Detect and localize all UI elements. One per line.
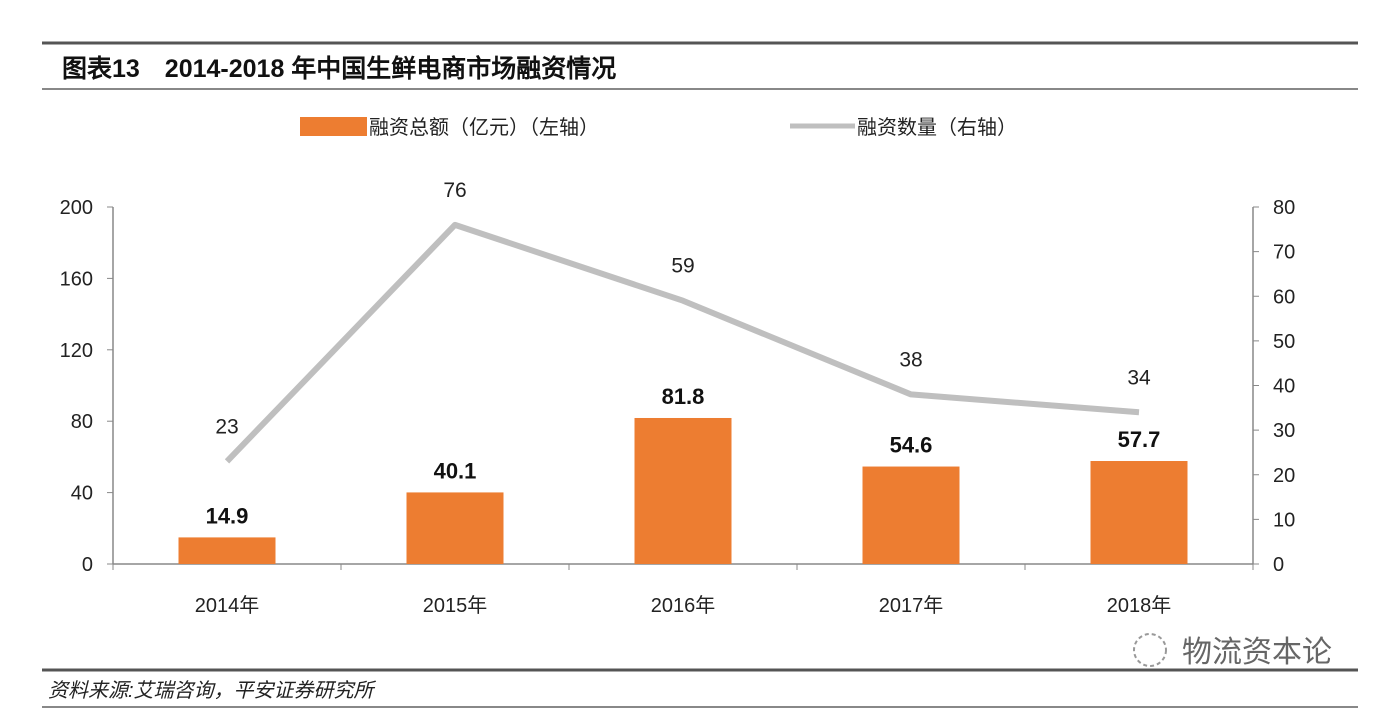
right-tick-label: 40 [1273,376,1295,398]
line-data-label: 59 [671,255,694,278]
right-tick-label: 60 [1273,286,1295,308]
right-tick-label: 30 [1273,420,1295,442]
legend-label-line: 融资数量（右轴） [857,116,1017,139]
x-tick-label: 2017年 [879,594,944,617]
bar [634,417,732,564]
wechat-icon [1133,633,1167,667]
right-tick-label: 10 [1273,509,1295,531]
left-tick-label: 80 [71,411,93,433]
right-tick-label: 70 [1273,242,1295,264]
line-data-label: 38 [899,348,922,371]
source-note: 资料来源:艾瑞咨询，平安证券研究所 [48,680,377,702]
x-tick-label: 2014年 [195,594,260,617]
bar-data-label: 81.8 [662,384,705,409]
bar [178,537,276,564]
left-tick-label: 200 [60,197,93,219]
line-data-label: 23 [215,415,238,438]
watermark-text: 物流资本论 [1182,636,1332,669]
bar-data-label: 54.6 [890,433,933,458]
left-tick-label: 120 [60,340,93,362]
x-tick-label: 2015年 [423,594,488,617]
bar-data-label: 40.1 [434,458,477,483]
x-tick-label: 2018年 [1107,594,1172,617]
bar-data-label: 57.7 [1118,427,1161,452]
left-tick-label: 40 [71,483,93,505]
right-tick-label: 0 [1273,554,1284,576]
bar [1090,461,1188,564]
right-tick-label: 50 [1273,331,1295,353]
legend: 融资总额（亿元）（左轴） 融资数量（右轴） [300,116,1017,139]
legend-swatch-bar [300,117,367,136]
line-data-label: 34 [1127,366,1151,389]
right-tick-label: 80 [1273,197,1295,219]
legend-label-bar: 融资总额（亿元）（左轴） [369,116,599,139]
left-tick-label: 0 [82,554,93,576]
chart-title: 图表13 2014-2018 年中国生鲜电商市场融资情况 [62,54,616,83]
bar-data-label: 14.9 [206,503,249,528]
bar [406,492,504,564]
x-tick-label: 2016年 [651,594,716,617]
right-tick-label: 20 [1273,465,1295,487]
bar [862,466,960,564]
line-data-label: 76 [443,179,466,202]
watermark: 物流资本论 [1133,633,1332,669]
left-tick-label: 160 [60,268,93,290]
